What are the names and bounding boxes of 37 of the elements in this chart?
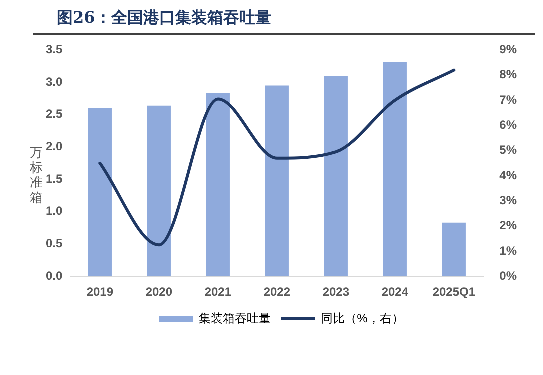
y2-tick-label: 6% — [500, 118, 518, 132]
x-tick-label: 2024 — [382, 285, 409, 300]
y-tick-label: 1.5 — [46, 172, 63, 186]
x-tick-label: 2025Q1 — [432, 285, 476, 300]
y-tick-label: 2.0 — [46, 140, 63, 154]
x-tick-label: 2021 — [204, 285, 232, 300]
y-tick-label: 1.0 — [46, 204, 63, 218]
line-series — [98, 68, 456, 247]
y-tick-label: 2.5 — [46, 107, 63, 122]
bar — [206, 94, 230, 277]
y2-tick-label: 9% — [500, 42, 518, 57]
chart-title: 图26：全国港口集装箱吞吐量 — [33, 8, 535, 35]
x-tick-label: 2022 — [264, 285, 291, 300]
x-tick-label: 2019 — [86, 285, 114, 300]
y2-tick-label: 4% — [500, 168, 518, 182]
y2-tick-label: 3% — [500, 193, 518, 208]
legend-label: 同比（%，右） — [321, 311, 404, 326]
y2-tick-label: 5% — [500, 143, 518, 158]
y2-tick-label: 8% — [500, 68, 518, 82]
y2-tick-label: 7% — [500, 92, 518, 107]
y2-tick-label: 1% — [500, 244, 518, 258]
bar — [442, 222, 466, 277]
bar — [265, 86, 289, 277]
y-tick-label: 3.0 — [46, 74, 63, 89]
x-tick-label: 2020 — [146, 285, 173, 300]
bar — [147, 106, 171, 277]
bar — [88, 108, 112, 277]
y-tick-label: 3.5 — [46, 42, 63, 57]
bar — [324, 76, 348, 277]
bar — [383, 62, 407, 277]
y-axis-title: 万标准箱 — [30, 145, 44, 205]
y2-tick-label: 2% — [500, 218, 518, 233]
y-tick-label: 0.0 — [46, 268, 63, 283]
y-tick-label: 0.5 — [46, 236, 63, 251]
x-tick-label: 2023 — [322, 285, 350, 300]
y2-tick-label: 0% — [500, 268, 518, 283]
legend-label: 集装箱吞吐量 — [199, 311, 272, 326]
